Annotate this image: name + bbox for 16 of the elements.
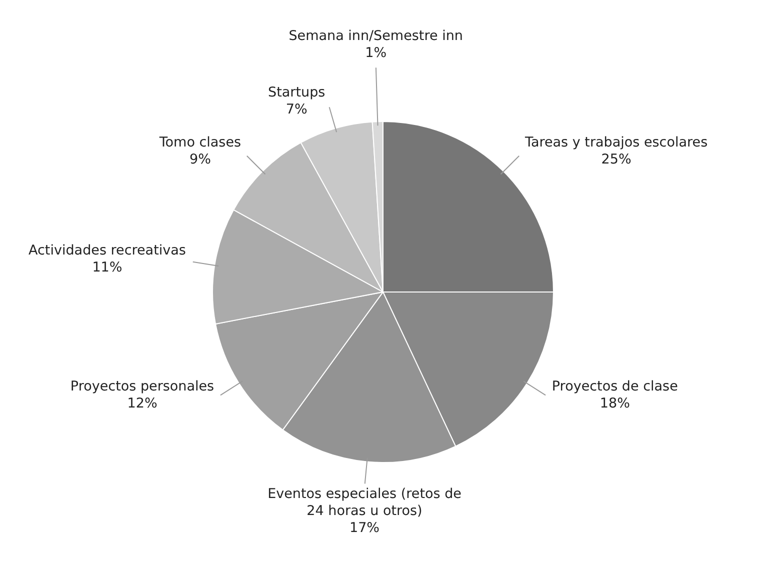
data-label: 12%: [127, 396, 158, 412]
slice-label: Eventos especiales (retos de 24 horas u otros): [268, 486, 462, 519]
slice-label: Semana inn/Semestre inn: [288, 28, 463, 44]
data-label: 25%: [601, 151, 632, 168]
slice-label: Proyectos personales: [70, 378, 214, 395]
slice-label: Startups: [268, 84, 326, 101]
slice-label: Tareas y trabajos escolares: [524, 134, 708, 150]
data-label: 9%: [189, 151, 212, 168]
slice-label: Proyectos de clase: [552, 378, 678, 395]
data-label: 1%: [365, 44, 387, 61]
data-label: 18%: [600, 396, 630, 412]
slice-label: Tomo clases: [158, 134, 242, 150]
slice-label: Actividades recreativas: [28, 242, 186, 259]
data-label: 7%: [286, 102, 308, 118]
data-label: 17%: [350, 520, 380, 536]
data-label: 11%: [92, 260, 122, 276]
